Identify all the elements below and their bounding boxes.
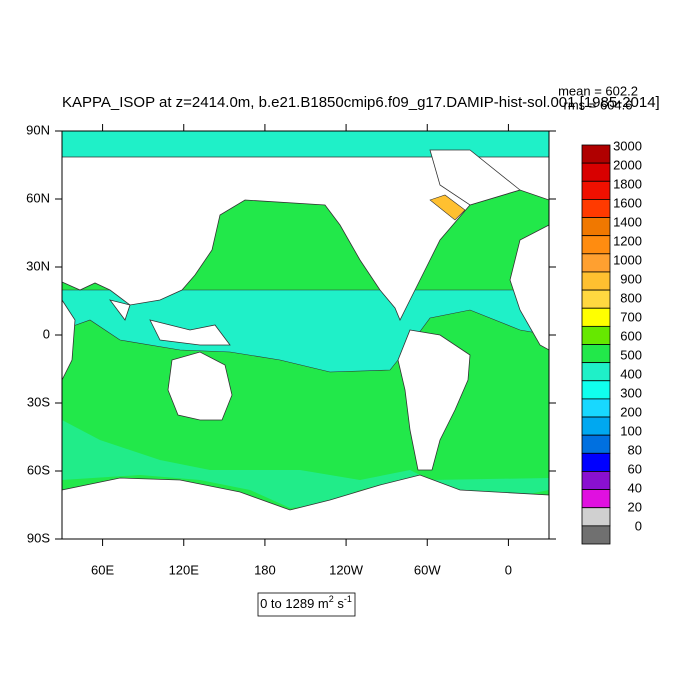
units-mid: s [334, 596, 345, 611]
units-label: 0 to 1289 m2 s-1 [260, 594, 352, 611]
x-tick-label: 120W [329, 562, 364, 577]
colorbar-label: 800 [620, 290, 642, 305]
colorbar-box [581, 434, 611, 454]
units-text: 0 to 1289 m [260, 596, 329, 611]
colorbar-box [581, 471, 611, 490]
map-title: KAPPA_ISOP at z=2414.0m, b.e21.B1850cmip… [62, 94, 660, 111]
x-tick-label: 180 [254, 562, 276, 577]
colorbar-label: 1000 [613, 252, 642, 267]
units-sup: 2 [329, 594, 334, 604]
colorbar-box [581, 344, 611, 364]
colorbar-label: 0 [635, 518, 642, 533]
colorbar-box [581, 307, 611, 327]
colorbar-label: 500 [620, 347, 642, 362]
y-tick-label: 60N [26, 190, 50, 205]
colorbar-label: 60 [628, 461, 642, 476]
y-tick-label: 30N [26, 258, 50, 273]
y-tick-label: 90S [27, 530, 50, 545]
colorbar-box [581, 325, 611, 345]
colorbar-box [581, 235, 611, 255]
colorbar-label: 700 [620, 309, 642, 324]
y-tick-label: 0 [43, 326, 50, 341]
colorbar-box [581, 489, 611, 509]
colorbar-box [581, 289, 611, 309]
northern-continents [61, 156, 550, 321]
colorbar-box [581, 217, 611, 237]
colorbar-label: 400 [620, 366, 642, 381]
x-tick-label: 60E [91, 562, 114, 577]
colorbar-box [581, 253, 611, 273]
map-field [61, 131, 550, 540]
colorbar-box [581, 162, 611, 182]
y-tick-label: 90N [26, 122, 50, 137]
colorbar: 3000200018001600140012001000900800700600… [581, 138, 642, 545]
colorbar-box [581, 180, 611, 200]
y-tick-label: 30S [27, 394, 50, 409]
arctic-band [62, 131, 549, 157]
colorbar-box [581, 199, 611, 218]
colorbar-box [581, 525, 611, 545]
colorbar-label: 1400 [613, 214, 642, 229]
colorbar-label: 2000 [613, 157, 642, 172]
rms-annotation: rms = 604.6 [563, 97, 632, 112]
colorbar-label: 1200 [613, 233, 642, 248]
south-america [397, 329, 471, 471]
colorbar-label: 1800 [613, 176, 642, 191]
colorbar-label: 200 [620, 404, 642, 419]
colorbar-box [581, 144, 611, 164]
colorbar-label: 20 [628, 499, 642, 514]
colorbar-box [581, 452, 611, 472]
colorbar-box [581, 507, 611, 527]
high-value-patch [429, 194, 466, 221]
colorbar-box [581, 380, 611, 400]
colorbar-label: 300 [620, 385, 642, 400]
colorbar-box [581, 416, 611, 436]
greenland [429, 149, 521, 206]
units-sup: -1 [344, 594, 352, 604]
australia [167, 351, 233, 421]
y-tick-label: 60S [27, 462, 50, 477]
units-box [257, 592, 356, 617]
maritime-continent [109, 299, 231, 346]
x-tick-label: 120E [169, 562, 200, 577]
colorbar-label: 40 [628, 480, 642, 495]
colorbar-label: 600 [620, 328, 642, 343]
x-tick-label: 0 [505, 562, 512, 577]
colorbar-box [581, 362, 611, 382]
colorbar-box [581, 398, 611, 418]
colorbar-label: 80 [628, 442, 642, 457]
colorbar-label: 1600 [613, 195, 642, 210]
colorbar-label: 900 [620, 271, 642, 286]
colorbar-box [581, 271, 611, 291]
x-tick-label: 60W [414, 562, 441, 577]
colorbar-label: 3000 [613, 138, 642, 153]
colorbar-label: 100 [620, 423, 642, 438]
mean-annotation: mean = 602.2 [558, 83, 638, 98]
